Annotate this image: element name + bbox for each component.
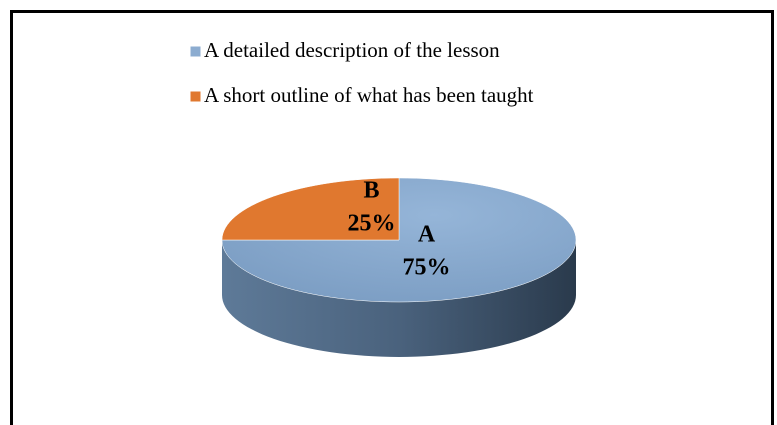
pie-slice	[221, 177, 577, 303]
data-label: 25%	[347, 211, 395, 237]
legend-label: A detailed description of the lesson	[204, 38, 500, 62]
data-label-name: B	[363, 178, 379, 204]
legend: A detailed description of the lesson A sh…	[189, 38, 534, 107]
pie-side	[222, 240, 576, 357]
data-label: 75%	[403, 254, 451, 280]
legend-label: A short outline of what has been taught	[204, 83, 534, 107]
pie: A 75% B 25%	[221, 177, 577, 357]
chart-frame	[10, 10, 774, 425]
legend-swatch	[189, 45, 202, 58]
legend-swatch	[189, 90, 202, 103]
data-label-name: A	[418, 221, 436, 247]
pie-slice	[221, 177, 400, 241]
